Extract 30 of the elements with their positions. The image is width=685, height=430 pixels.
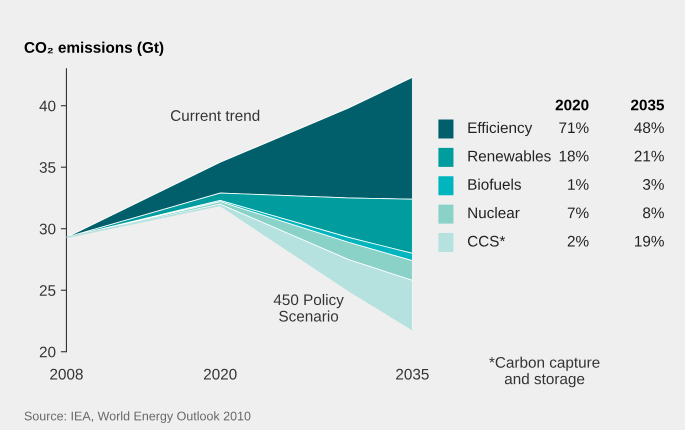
- text: 71%: [559, 122, 589, 134]
- x-tick-label: 2008: [50, 368, 83, 380]
- text: *Carbon capture and storage: [489, 356, 600, 388]
- text: 3%: [642, 179, 664, 190]
- legend-label: Efficiency: [468, 122, 532, 136]
- text: 1%: [568, 179, 589, 190]
- y-tick-label: 20: [40, 346, 56, 358]
- source-note: Source: IEA, World Energy Outlook 2010: [24, 411, 250, 423]
- text: 48%: [634, 122, 664, 134]
- text: 8%: [643, 207, 664, 218]
- text: 2035: [630, 100, 664, 110]
- legend-label: CCS*: [468, 236, 506, 247]
- legend-label: Renewables: [468, 150, 551, 162]
- annotation: Current trend: [170, 110, 260, 121]
- text: 18%: [560, 150, 589, 162]
- legend-label: Nuclear: [468, 207, 520, 218]
- legend-label: Biofuels: [468, 178, 521, 190]
- text: 19%: [635, 236, 664, 247]
- text: 2%: [568, 236, 589, 247]
- x-tick-label: 2020: [204, 368, 237, 380]
- text: 7%: [568, 207, 589, 218]
- x-tick-label: 2035: [396, 368, 429, 380]
- y-tick-label: 30: [40, 224, 56, 234]
- annotation: 450 Policy Scenario: [274, 294, 344, 322]
- y-tick-label: 40: [39, 100, 56, 112]
- y-tick-label: 25: [40, 285, 56, 296]
- text: 2020: [556, 100, 588, 110]
- text: 21%: [634, 150, 664, 162]
- y-tick-label: 35: [40, 162, 56, 173]
- y-axis-title: CO₂ emissions (Gt): [24, 42, 164, 56]
